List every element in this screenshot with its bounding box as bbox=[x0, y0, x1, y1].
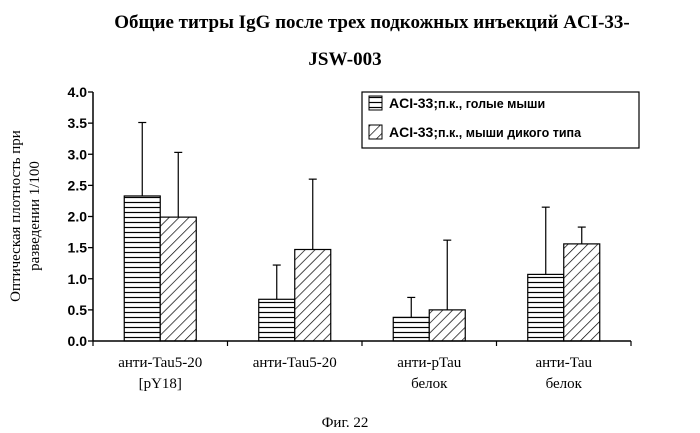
y-tick-label: 4.0 bbox=[68, 84, 88, 100]
bar-series-1-cat-3 bbox=[393, 317, 429, 341]
x-category-label: анти-Tau bbox=[535, 355, 592, 371]
x-category-label: белок bbox=[411, 376, 448, 392]
y-tick-label: 2.5 bbox=[68, 177, 88, 193]
x-category-label: анти-Tau5-20 bbox=[253, 355, 337, 371]
y-axis-label: Оптическая плотность при разведении 1/10… bbox=[8, 130, 43, 302]
y-tick-label: 3.5 bbox=[68, 115, 88, 131]
bar-series-2-cat-3 bbox=[429, 310, 465, 341]
bars bbox=[124, 196, 600, 341]
x-category-label: белок bbox=[546, 376, 583, 392]
bar-series-2-cat-4 bbox=[564, 244, 600, 341]
bar-series-2-cat-1 bbox=[160, 217, 196, 341]
legend-swatch-series-1 bbox=[369, 96, 382, 110]
y-axis: 0.0 0.5 1.0 1.5 2.0 2.5 3.0 3.5 4.0 bbox=[68, 84, 93, 349]
y-tick-label: 0.5 bbox=[68, 302, 88, 318]
y-tick-label: 1.5 bbox=[68, 240, 88, 256]
legend: ACI-33;п.к., голые мыши ACI-33;п.к., мыш… bbox=[362, 92, 639, 148]
bar-series-1-cat-2 bbox=[259, 299, 295, 341]
y-tick-label: 0.0 bbox=[68, 333, 88, 349]
x-category-label: [pY18] bbox=[139, 376, 182, 392]
legend-series-2-name: ACI-33;п.к., мыши дикого типа bbox=[389, 124, 582, 140]
x-axis-categories: анти-Tau5-20 [pY18] анти-Tau5-20 анти-pTau б… bbox=[118, 355, 592, 392]
y-axis-label-line-2: разведении 1/100 bbox=[27, 161, 43, 271]
legend-series-1-name: ACI-33;п.к., голые мыши bbox=[389, 95, 545, 111]
y-tick-label: 2.0 bbox=[68, 209, 88, 225]
chart-title-line-2: JSW-003 bbox=[308, 49, 381, 70]
x-category-label: анти-pTau bbox=[397, 355, 462, 371]
figure-caption: Фиг. 22 bbox=[322, 415, 369, 431]
y-tick-label: 1.0 bbox=[68, 271, 88, 287]
legend-swatch-series-2 bbox=[369, 125, 382, 139]
bar-series-1-cat-1 bbox=[124, 196, 160, 341]
chart-title-line-1: Общие титры IgG после трех подкожных инъ… bbox=[114, 12, 630, 33]
chart-title: Общие титры IgG после трех подкожных инъ… bbox=[114, 12, 630, 70]
y-axis-label-line-1: Оптическая плотность при bbox=[8, 130, 24, 302]
error-bars bbox=[138, 123, 586, 318]
y-tick-label: 3.0 bbox=[68, 146, 88, 162]
x-category-label: анти-Tau5-20 bbox=[118, 355, 202, 371]
bar-series-1-cat-4 bbox=[528, 274, 564, 341]
bar-series-2-cat-2 bbox=[295, 249, 331, 341]
